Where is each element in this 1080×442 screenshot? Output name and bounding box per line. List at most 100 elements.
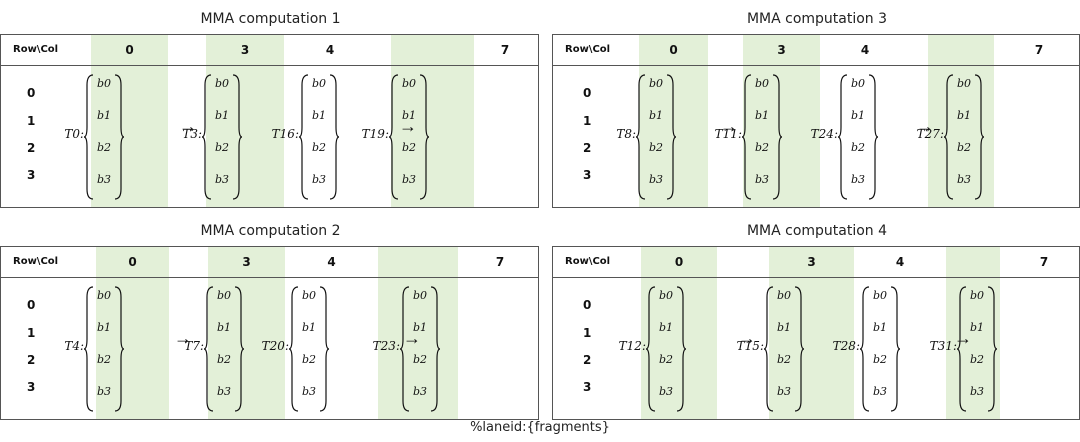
thread-fragment: T19: b0 b1 b2 b3	[341, 71, 433, 203]
fragment-value: b1	[956, 109, 972, 122]
fragment-value: b0	[776, 289, 792, 302]
row-label: 0	[583, 86, 592, 100]
column-header: 7	[1034, 43, 1044, 57]
brace-bracket	[84, 74, 125, 200]
thread-label: T20:	[261, 339, 289, 353]
right-brace	[666, 74, 677, 200]
right-arrow-icon: →	[179, 116, 197, 136]
fragment-value: b0	[311, 77, 327, 90]
fragment-value: b3	[754, 173, 770, 186]
right-brace	[772, 74, 783, 200]
fragment-value: b3	[96, 385, 112, 398]
thread-label: T4:	[64, 339, 84, 353]
fragment-value: b3	[401, 173, 417, 186]
row-label: 3	[583, 380, 592, 394]
fragment-value: b0	[754, 77, 770, 90]
thread-label: T11:	[714, 127, 742, 141]
fragment-value: b1	[412, 321, 428, 334]
thread-fragment: T3: b0 b1 b2 b3	[154, 71, 246, 203]
thread-label: T15:	[736, 339, 764, 353]
thread-fragment: T7: b0 b1 b2 b3	[156, 283, 248, 415]
fragment-value: b3	[301, 385, 317, 398]
fragment-value: b0	[214, 77, 230, 90]
fragment-value: b0	[412, 289, 428, 302]
thread-label: T7:	[184, 339, 204, 353]
fragment-value: b0	[658, 289, 674, 302]
brace-bracket	[299, 74, 340, 200]
right-brace	[868, 74, 879, 200]
brace-bracket	[400, 286, 441, 412]
brace-bracket	[636, 74, 677, 200]
thread-fragment: T4: b0 b1 b2 b3	[36, 283, 128, 415]
fragment-value: b1	[648, 109, 664, 122]
brace-bracket	[202, 74, 243, 200]
right-brace	[329, 74, 340, 200]
column-header: 4	[860, 43, 870, 57]
fragment-value: b1	[754, 109, 770, 122]
row-label: 2	[583, 141, 592, 155]
mma-panel: MMA computation 2 Row\Col 0 3 4 7 0 1 2 3 T4: b0 b1 b…	[0, 216, 541, 422]
thread-label: T24:	[810, 127, 838, 141]
right-brace	[234, 286, 245, 412]
thread-label: T28:	[832, 339, 860, 353]
thread-label: T12:	[618, 339, 646, 353]
mma-panel: MMA computation 4 Row\Col 0 3 4 7 0 1 2 3 T12: b0 b1…	[552, 216, 1080, 422]
right-arrow-icon: →	[399, 116, 417, 136]
panel-title: MMA computation 1	[200, 11, 341, 27]
thread-fragment: T31: b0 b1 b2 b3	[909, 283, 1001, 415]
brace-bracket	[646, 286, 687, 412]
header-divider	[553, 277, 1079, 278]
left-brace	[742, 74, 752, 200]
fragment-value: b3	[311, 173, 327, 186]
brace-bracket	[860, 286, 901, 412]
fragment-value: b2	[401, 141, 417, 154]
column-header: 3	[777, 43, 786, 57]
column-header: 7	[500, 43, 510, 57]
thread-label: T27:	[916, 127, 944, 141]
column-header: 0	[669, 43, 678, 57]
row-label: 0	[27, 86, 36, 100]
thread-label: T8:	[616, 127, 636, 141]
fragment-value: b1	[311, 109, 327, 122]
fragment-value: b1	[776, 321, 792, 334]
right-arrow-icon: →	[720, 116, 738, 136]
panel-title: MMA computation 2	[200, 223, 341, 239]
header-divider	[1, 65, 538, 66]
brace-bracket	[957, 286, 998, 412]
column-header: 3	[242, 255, 251, 269]
left-brace	[389, 74, 399, 200]
left-brace	[204, 286, 214, 412]
row-col-header: Row\Col	[565, 44, 611, 55]
brace-bracket	[84, 286, 125, 412]
row-label: 2	[27, 141, 36, 155]
column-header: 4	[895, 255, 905, 269]
brace-bracket	[742, 74, 783, 200]
fragment-value: b0	[96, 289, 112, 302]
column-header: 7	[495, 255, 505, 269]
right-brace	[430, 286, 441, 412]
fragment-value: b3	[658, 385, 674, 398]
left-brace	[646, 286, 656, 412]
left-brace	[84, 286, 94, 412]
row-col-header: Row\Col	[565, 256, 611, 267]
left-brace	[860, 286, 870, 412]
row-label: 0	[583, 298, 592, 312]
right-brace	[319, 286, 330, 412]
left-brace	[764, 286, 774, 412]
thread-fragment: T12: b0 b1 b2 b3	[598, 283, 690, 415]
fragment-value: b0	[969, 289, 985, 302]
highlight-column	[206, 35, 284, 207]
fragment-value: b1	[214, 109, 230, 122]
row-label: 3	[583, 168, 592, 182]
fragment-value: b0	[401, 77, 417, 90]
column-header: 0	[674, 255, 684, 269]
fragment-value: b3	[214, 173, 230, 186]
fragment-value: b1	[872, 321, 888, 334]
left-brace	[299, 74, 309, 200]
highlight-column	[96, 247, 169, 419]
highlight-column	[208, 247, 285, 419]
left-brace	[957, 286, 967, 412]
right-brace	[987, 286, 998, 412]
fragment-value: b2	[301, 353, 317, 366]
column-header: 3	[240, 43, 250, 57]
